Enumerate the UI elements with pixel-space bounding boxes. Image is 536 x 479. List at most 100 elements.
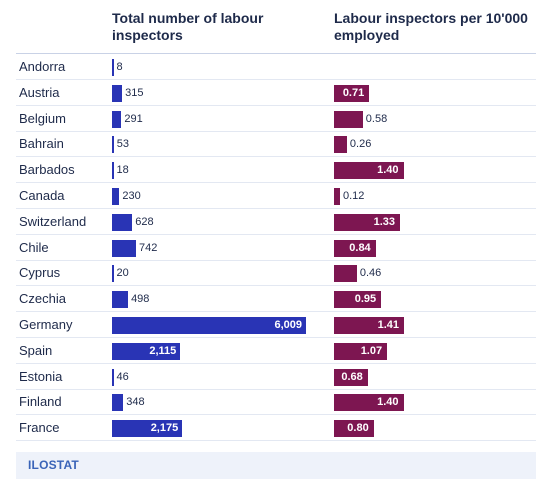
bar-total-inspectors — [112, 110, 122, 128]
row-divider — [16, 311, 536, 313]
country-label: Barbados — [19, 162, 75, 178]
value-label-per-10000: 0.80 — [347, 422, 369, 435]
value-label-total: 230 — [122, 190, 141, 202]
table-row: Canada 230 0.12 — [16, 183, 536, 209]
value-label-per-10000: 0.58 — [365, 112, 388, 125]
bar-total-inspectors — [112, 317, 306, 334]
table-row: Estonia 46 0.68 — [16, 364, 536, 390]
column-header-inspectors-per-10000: Labour inspectors per 10'000 employed — [334, 10, 528, 43]
country-label: Switzerland — [19, 213, 87, 229]
header-divider — [16, 53, 536, 54]
bar-inspectors-per-10000 — [334, 317, 404, 334]
value-label-total: 20 — [116, 267, 129, 280]
bar-total-inspectors — [112, 84, 123, 102]
country-label: Estonia — [19, 368, 63, 384]
value-label-per-10000: 0.26 — [349, 138, 372, 151]
bar-inspectors-per-10000 — [334, 188, 340, 205]
bar-inspectors-per-10000 — [334, 110, 363, 128]
bar-total-inspectors — [112, 394, 124, 412]
table-row: Germany 6,009 1.41 — [16, 312, 536, 338]
value-label-total: 2,115 — [149, 344, 177, 357]
value-label-per-10000: 0.46 — [359, 267, 382, 280]
bar-total-inspectors — [112, 265, 114, 283]
value-label-per-10000: 1.40 — [377, 164, 399, 177]
row-divider — [16, 259, 536, 261]
bar-inspectors-per-10000 — [334, 213, 401, 231]
bar-inspectors-per-10000 — [334, 84, 370, 102]
bar-total-inspectors — [112, 213, 133, 231]
row-divider — [16, 130, 536, 132]
country-label: Belgium — [19, 110, 66, 126]
row-divider — [16, 388, 536, 390]
bar-total-inspectors — [112, 59, 114, 76]
table-row: Czechia 498 0.95 — [16, 286, 536, 313]
row-divider — [16, 337, 536, 338]
value-label-per-10000: 1.07 — [360, 344, 383, 357]
table-row: Spain 2,115 1.07 — [16, 338, 536, 364]
value-label-per-10000: 1.40 — [377, 396, 399, 409]
value-label-total: 628 — [135, 215, 154, 228]
bar-total-inspectors — [112, 162, 114, 180]
row-divider — [16, 440, 536, 442]
value-label-per-10000: 0.68 — [341, 370, 363, 383]
table-row: Switzerland 628 1.33 — [16, 209, 536, 235]
value-label-total: 6,009 — [274, 319, 302, 331]
row-divider — [16, 79, 536, 80]
value-label-total: 2,175 — [150, 422, 179, 435]
bar-total-inspectors — [112, 342, 181, 360]
country-label: Austria — [19, 84, 60, 100]
bar-inspectors-per-10000 — [334, 291, 382, 309]
value-label-total: 291 — [124, 112, 143, 125]
country-label: Canada — [19, 188, 65, 203]
table-row: Bahrain 53 0.26 — [16, 131, 536, 158]
bar-total-inspectors — [112, 368, 114, 386]
row-divider — [16, 182, 536, 184]
value-label-total: 53 — [116, 138, 129, 151]
table-row: France 2,175 0.80 — [16, 415, 536, 442]
bar-total-inspectors — [112, 291, 129, 309]
value-label-total: 348 — [126, 396, 145, 409]
value-label-per-10000: 0.95 — [354, 293, 377, 306]
country-label: Czechia — [19, 291, 66, 307]
value-label-total: 46 — [116, 370, 129, 383]
country-label: Cyprus — [19, 265, 61, 281]
country-label: Bahrain — [19, 136, 64, 152]
value-label-total: 8 — [116, 61, 123, 73]
row-divider — [16, 104, 536, 106]
table-row: Andorra 8 — [16, 54, 536, 80]
value-label-per-10000: 1.41 — [377, 319, 399, 331]
bar-total-inspectors — [112, 420, 183, 438]
bar-inspectors-per-10000 — [334, 239, 376, 257]
value-label-total: 18 — [116, 164, 129, 177]
source-label: ILOSTAT — [28, 458, 79, 472]
row-divider — [16, 362, 536, 364]
country-label: Spain — [19, 342, 53, 358]
row-divider — [16, 208, 536, 209]
country-label: Andorra — [19, 59, 66, 74]
table-row: Belgium 291 0.58 — [16, 106, 536, 132]
country-label: Germany — [19, 317, 73, 332]
bar-total-inspectors — [112, 239, 136, 257]
bar-inspectors-per-10000 — [334, 368, 368, 386]
row-divider — [16, 233, 536, 235]
value-label-per-10000: 0.12 — [342, 190, 365, 202]
country-label: France — [19, 420, 60, 436]
row-divider — [16, 156, 536, 158]
bar-inspectors-per-10000 — [334, 265, 357, 283]
table-row: Finland 348 1.40 — [16, 389, 536, 416]
value-label-total: 742 — [138, 241, 158, 254]
value-label-per-10000: 0.84 — [349, 241, 371, 254]
bar-total-inspectors — [112, 188, 120, 205]
value-label-total: 498 — [131, 293, 150, 306]
value-label-total: 315 — [125, 86, 144, 99]
bar-inspectors-per-10000 — [334, 136, 347, 154]
row-divider — [16, 285, 536, 287]
bar-inspectors-per-10000 — [334, 342, 388, 360]
bar-inspectors-per-10000 — [334, 420, 374, 438]
bar-inspectors-per-10000 — [334, 394, 404, 412]
row-divider — [16, 414, 536, 416]
table-row: Cyprus 20 0.46 — [16, 260, 536, 287]
bar-inspectors-per-10000 — [334, 162, 404, 180]
source-footer: ILOSTAT — [16, 452, 536, 479]
table-row: Barbados 18 1.40 — [16, 157, 536, 184]
